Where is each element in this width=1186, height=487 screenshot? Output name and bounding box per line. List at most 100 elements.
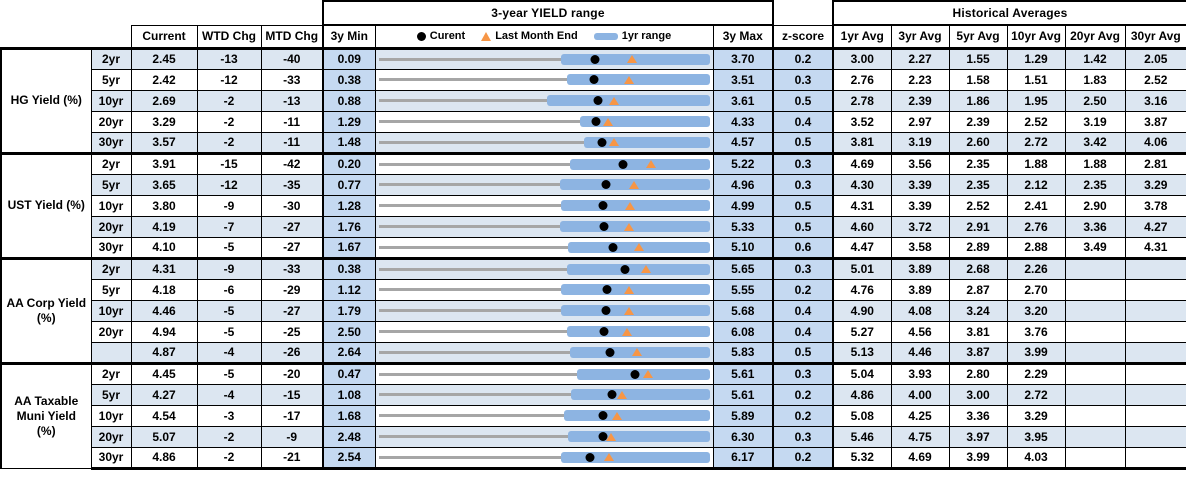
tenor-label: 5yr	[90, 383, 132, 406]
avg-10yr-value: 4.03	[1006, 446, 1066, 470]
avg-3yr-value: 3.58	[890, 236, 950, 259]
current-yield-value: 4.10	[130, 236, 198, 259]
current-yield-value: 3.80	[130, 194, 198, 217]
yield-range-chart-cell	[374, 404, 714, 427]
wtd-chg-value: -7	[196, 215, 262, 238]
avg-3yr-value: 3.19	[890, 131, 950, 154]
wtd-chg-value: -3	[196, 404, 262, 427]
wtd-chg-value: -6	[196, 278, 262, 301]
avg-20yr-value	[1064, 425, 1126, 448]
avg-20yr-value	[1064, 361, 1126, 385]
avg-1yr-value: 4.31	[832, 194, 892, 217]
avg-1yr-value: 3.81	[832, 131, 892, 154]
max-3y-value: 6.08	[712, 320, 774, 343]
tenor-label: 10yr	[90, 89, 132, 112]
avg-20yr-value: 1.42	[1064, 46, 1126, 70]
current-yield-value: 4.46	[130, 299, 198, 322]
avg-20yr-value	[1064, 404, 1126, 427]
chart-legend: Curent Last Month End 1yr range	[374, 24, 714, 50]
range-3y-line	[378, 120, 710, 123]
avg-30yr-value	[1124, 299, 1186, 322]
min-3y-value: 1.12	[322, 278, 376, 301]
table-row: 10yr 2.69 -2 -13 0.88 3.61 0.5 2.78 2.39…	[1, 89, 1186, 112]
avg-1yr-value: 2.78	[832, 89, 892, 112]
range-strip	[378, 448, 710, 465]
tenor-label: 2yr	[90, 256, 132, 280]
avg-10yr-value: 1.88	[1006, 151, 1066, 175]
avg-30yr-value	[1124, 256, 1186, 280]
range-3y-line	[378, 225, 710, 228]
avg-30yr-value	[1124, 404, 1186, 427]
avg-30yr-value: 3.78	[1124, 194, 1186, 217]
table-row: 5yr 2.42 -12 -33 0.38 3.51 0.3 2.76 2.23…	[1, 68, 1186, 91]
mtd-chg-value: -9	[260, 425, 324, 448]
yield-range-chart-cell	[374, 446, 714, 470]
avg-5yr-value: 2.60	[948, 131, 1008, 154]
range-strip	[378, 322, 710, 341]
avg-5yr-value: 1.86	[948, 89, 1008, 112]
tenor-label: 2yr	[90, 151, 132, 175]
wtd-chg-value: -12	[196, 68, 262, 91]
avg-20yr-value: 2.90	[1064, 194, 1126, 217]
range-strip	[378, 343, 710, 362]
avg-30yr-value	[1124, 383, 1186, 406]
current-marker	[593, 96, 603, 105]
avg-1yr-value: 4.69	[832, 151, 892, 175]
range-strip	[378, 301, 710, 320]
avg-20yr-value: 3.49	[1064, 236, 1126, 259]
range-1y-bar	[570, 158, 710, 170]
yield-range-chart-cell	[374, 46, 714, 70]
col-header-30yr-avg: 30yr Avg	[1124, 24, 1186, 50]
max-3y-value: 4.33	[712, 110, 774, 133]
avg-20yr-value: 1.88	[1064, 151, 1126, 175]
last-month-end-marker	[625, 201, 636, 210]
avg-1yr-value: 4.60	[832, 215, 892, 238]
range-3y-line	[378, 372, 710, 376]
range-1y-bar	[564, 410, 710, 421]
last-month-end-marker	[623, 306, 634, 315]
last-month-end-marker	[605, 432, 616, 441]
mtd-chg-value: -30	[260, 194, 324, 217]
current-yield-value: 3.91	[130, 151, 198, 175]
min-3y-value: 1.67	[322, 236, 376, 259]
avg-30yr-value: 4.27	[1124, 215, 1186, 238]
max-3y-value: 3.61	[712, 89, 774, 112]
zscore-value: 0.4	[772, 320, 834, 343]
tenor-label	[90, 341, 132, 364]
legend-1yr-range: 1yr range	[593, 30, 671, 42]
table-row: 10yr 4.46 -5 -27 1.79 5.68 0.4 4.90 4.08…	[1, 299, 1186, 322]
zscore-value: 0.5	[772, 131, 834, 154]
max-3y-value: 4.99	[712, 194, 774, 217]
avg-20yr-value	[1064, 256, 1126, 280]
range-3y-line	[378, 414, 710, 417]
range-3y-line	[378, 309, 710, 312]
range-strip	[378, 261, 710, 278]
legend-current-label: Curent	[429, 30, 466, 43]
range-3y-line	[378, 288, 710, 291]
tenor-label: 30yr	[90, 131, 132, 154]
current-marker	[599, 327, 609, 336]
range-3y-line	[378, 455, 710, 459]
last-month-end-marker	[604, 453, 615, 461]
avg-1yr-value: 5.46	[832, 425, 892, 448]
max-3y-value: 5.10	[712, 236, 774, 259]
legend-last-month-label: Last Month End	[495, 30, 578, 43]
avg-30yr-value	[1124, 320, 1186, 343]
table-row: 30yr 4.86 -2 -21 2.54 6.17 0.2 5.32 4.69…	[1, 446, 1186, 470]
avg-3yr-value: 3.39	[890, 173, 950, 196]
avg-20yr-value	[1064, 299, 1126, 322]
avg-30yr-value	[1124, 446, 1186, 470]
avg-5yr-value: 3.99	[948, 446, 1008, 470]
current-yield-value: 4.45	[130, 361, 198, 385]
zscore-value: 0.3	[772, 256, 834, 280]
yield-range-chart-cell	[374, 68, 714, 91]
range-3y-line	[378, 99, 710, 102]
mtd-chg-value: -42	[260, 151, 324, 175]
zscore-value: 0.2	[772, 383, 834, 406]
legend-last-month-end: Last Month End	[481, 30, 578, 42]
avg-1yr-value: 3.00	[832, 46, 892, 70]
min-3y-value: 2.50	[322, 320, 376, 343]
current-yield-value: 4.27	[130, 383, 198, 406]
avg-10yr-value: 2.76	[1006, 215, 1066, 238]
current-dot-icon	[416, 31, 426, 41]
